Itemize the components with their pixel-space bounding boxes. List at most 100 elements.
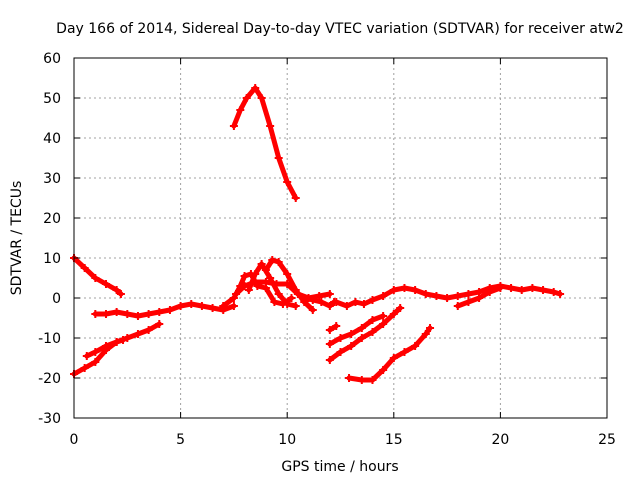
data-point xyxy=(219,302,228,310)
data-point xyxy=(332,298,341,306)
data-point xyxy=(229,302,238,310)
data-point xyxy=(101,280,110,288)
data-point xyxy=(308,306,317,314)
x-tick-label: 15 xyxy=(385,432,403,448)
data-point xyxy=(119,336,128,344)
x-axis-label: GPS time / hours xyxy=(281,459,398,475)
data-point xyxy=(240,282,249,290)
data-point xyxy=(291,194,300,202)
data-point xyxy=(556,290,565,298)
data-point xyxy=(91,310,100,318)
y-tick-label: 0 xyxy=(52,291,61,307)
data-point xyxy=(351,298,360,306)
y-tick-label: 30 xyxy=(43,171,61,187)
y-tick-label: -30 xyxy=(38,411,61,427)
data-point xyxy=(379,312,388,320)
data-point xyxy=(82,352,91,360)
data-point xyxy=(336,334,345,342)
data-point xyxy=(236,106,245,114)
data-point xyxy=(116,290,125,298)
data-point xyxy=(464,290,473,298)
data-point xyxy=(165,306,174,314)
data-point xyxy=(336,348,345,356)
data-point xyxy=(379,320,388,328)
data-point xyxy=(400,348,409,356)
data-point xyxy=(261,278,270,286)
data-point xyxy=(345,374,354,382)
data-point xyxy=(144,310,153,318)
y-tick-label: 20 xyxy=(43,211,61,227)
x-tick-label: 25 xyxy=(598,432,616,448)
data-point xyxy=(357,334,366,342)
data-point xyxy=(101,342,110,350)
data-point xyxy=(300,294,309,302)
x-tick-label: 0 xyxy=(70,432,79,448)
data-point xyxy=(368,296,377,304)
data-point xyxy=(261,266,270,274)
data-point xyxy=(274,290,283,298)
data-point xyxy=(389,354,398,362)
data-point xyxy=(251,270,260,278)
tick-label-layer: 0 5 10 15 20 25 -30 -20 -10 0 10 20 30 40 50 60 xyxy=(38,51,616,448)
data-point xyxy=(112,286,121,294)
data-point xyxy=(112,308,121,316)
data-point xyxy=(208,304,217,312)
data-point xyxy=(325,340,334,348)
data-point xyxy=(357,324,366,332)
data-point xyxy=(197,302,206,310)
data-point xyxy=(400,284,409,292)
data-point xyxy=(325,326,334,334)
data-point xyxy=(232,290,241,298)
data-point xyxy=(155,308,164,316)
data-point xyxy=(308,296,317,304)
data-point xyxy=(347,342,356,350)
y-axis-label: SDTVAR / TECUs xyxy=(9,181,25,296)
data-point xyxy=(268,256,277,264)
data-point xyxy=(155,320,164,328)
data-point xyxy=(496,284,505,292)
data-point xyxy=(283,270,292,278)
data-point xyxy=(123,334,132,342)
data-point xyxy=(347,330,356,338)
chart-title: Day 166 of 2014, Sidereal Day-to-day VTE… xyxy=(56,21,624,37)
data-point xyxy=(242,94,251,102)
data-point xyxy=(475,294,484,302)
data-point xyxy=(187,300,196,308)
data-point xyxy=(123,310,132,318)
data-layer xyxy=(70,84,565,384)
data-point xyxy=(411,286,420,294)
data-point xyxy=(80,264,89,272)
tick-layer xyxy=(73,57,608,419)
data-point xyxy=(270,298,279,306)
data-point xyxy=(411,342,420,350)
data-point xyxy=(317,298,326,306)
y-tick-label: 50 xyxy=(43,91,61,107)
data-point xyxy=(176,302,185,310)
data-point xyxy=(91,274,100,282)
data-point xyxy=(291,286,300,294)
data-point xyxy=(251,84,260,92)
data-point xyxy=(91,348,100,356)
data-point xyxy=(229,122,238,130)
data-point xyxy=(368,328,377,336)
grid-layer xyxy=(74,58,607,418)
data-point xyxy=(325,356,334,364)
data-point xyxy=(426,324,435,332)
data-point xyxy=(315,292,324,300)
x-tick-label: 5 xyxy=(176,432,185,448)
x-tick-label: 10 xyxy=(278,432,296,448)
plot-frame xyxy=(73,57,608,419)
y-tick-label: 40 xyxy=(43,131,61,147)
data-point xyxy=(539,286,548,294)
data-point xyxy=(133,330,142,338)
data-point xyxy=(80,364,89,372)
data-point xyxy=(453,302,462,310)
data-point xyxy=(517,286,526,294)
data-point xyxy=(244,286,253,294)
data-point xyxy=(91,358,100,366)
data-point xyxy=(453,292,462,300)
data-point xyxy=(342,302,351,310)
data-point xyxy=(379,366,388,374)
x-tick-label: 20 xyxy=(491,432,509,448)
